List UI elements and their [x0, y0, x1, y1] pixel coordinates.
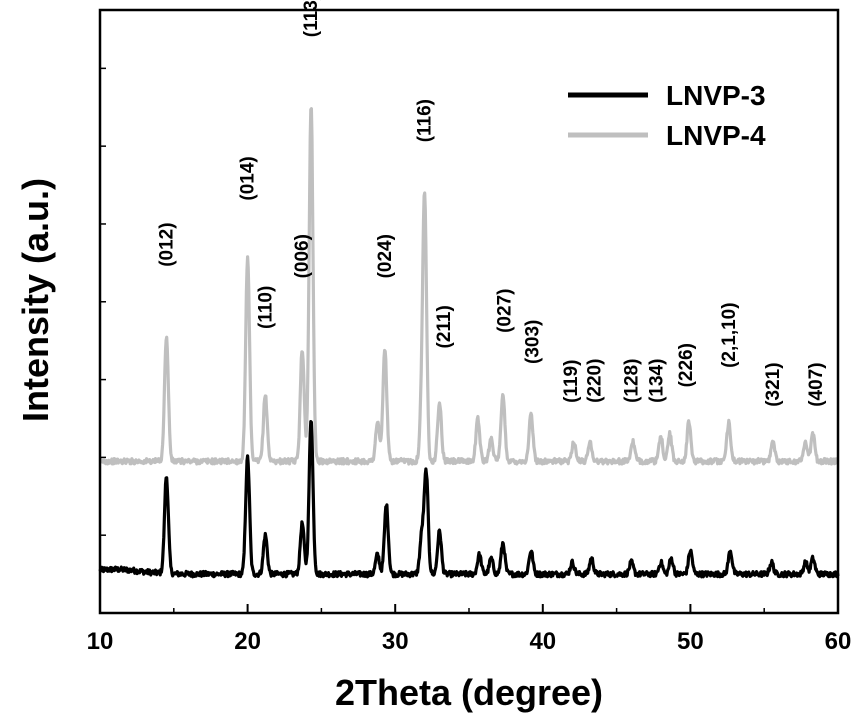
peak-label: (116) — [415, 99, 436, 142]
peak-label: (012) — [156, 222, 177, 266]
peak-label: (113) — [301, 0, 322, 37]
peak-label: (226) — [676, 343, 697, 387]
peak-label: (321) — [763, 362, 784, 406]
peak-label: (006) — [292, 234, 313, 278]
legend-label-lnvp-4: LNVP-4 — [666, 120, 766, 151]
series-layer — [98, 107, 840, 579]
x-tick-label: 40 — [529, 628, 556, 655]
x-tick-label: 60 — [825, 628, 852, 655]
peak-label: (407) — [806, 362, 827, 406]
peak-label: (014) — [238, 156, 259, 200]
peak-label: (220) — [585, 359, 606, 403]
peak-label: (027) — [494, 289, 515, 333]
peak-label: (119) — [561, 360, 582, 403]
legend: LNVP-3 LNVP-4 — [568, 80, 766, 151]
peak-label: (303) — [523, 320, 544, 364]
peak-label: (2,1,10) — [719, 302, 740, 367]
x-tick-label: 20 — [234, 628, 261, 655]
peak-label: (110) — [255, 286, 276, 329]
x-tick-label: 10 — [87, 628, 114, 655]
x-axis-title: 2Theta (degree) — [335, 672, 603, 713]
y-axis-title: Intensity (a.u.) — [15, 178, 56, 422]
peak-label: (134) — [647, 359, 668, 403]
legend-label-lnvp-3: LNVP-3 — [666, 80, 766, 111]
peak-label: (211) — [434, 305, 455, 348]
peak-label: (024) — [375, 234, 396, 278]
series-line-lnvp-4 — [98, 107, 840, 466]
x-tick-label: 50 — [677, 628, 704, 655]
peak-label: (128) — [621, 359, 642, 403]
peak-annotations: (012) (014) (110) (006) (113) (024) (116) (211)… — [156, 0, 827, 407]
x-tick-label: 30 — [382, 628, 409, 655]
series-line-lnvp-3 — [98, 420, 840, 579]
x-axis: 10 20 30 40 50 60 — [87, 67, 852, 655]
